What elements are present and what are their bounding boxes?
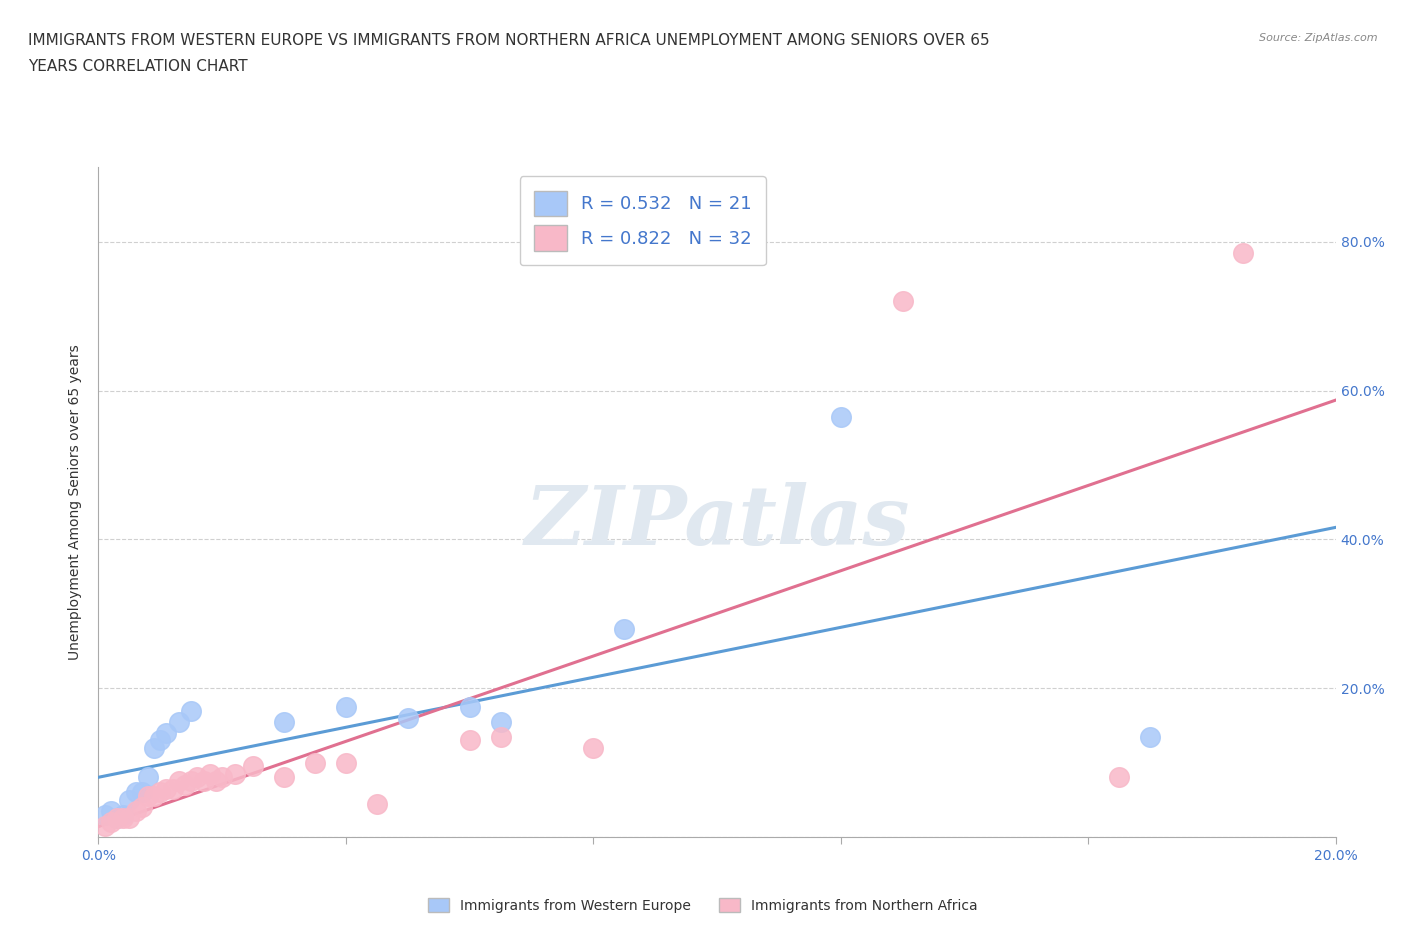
Point: [167, 774, 190, 789]
Point: [366, 796, 388, 811]
Text: YEARS CORRELATION CHART: YEARS CORRELATION CHART: [28, 59, 247, 73]
Point: [180, 774, 202, 789]
Point: [830, 409, 852, 424]
Legend: R = 0.532   N = 21, R = 0.822   N = 32: R = 0.532 N = 21, R = 0.822 N = 32: [520, 177, 766, 265]
Point: [458, 733, 481, 748]
Point: [155, 725, 177, 740]
Point: [198, 766, 221, 781]
Point: [891, 294, 914, 309]
Point: [162, 781, 184, 796]
Point: [396, 711, 419, 725]
Point: [174, 777, 197, 792]
Point: [118, 811, 141, 826]
Point: [1139, 729, 1161, 744]
Point: [335, 699, 357, 714]
Point: [211, 770, 233, 785]
Point: [180, 703, 202, 718]
Point: [582, 740, 605, 755]
Point: [149, 785, 172, 800]
Point: [489, 729, 512, 744]
Point: [118, 792, 141, 807]
Point: [131, 785, 153, 800]
Point: [100, 815, 122, 830]
Point: [105, 811, 128, 826]
Point: [155, 781, 177, 796]
Point: [105, 811, 128, 826]
Y-axis label: Unemployment Among Seniors over 65 years: Unemployment Among Seniors over 65 years: [69, 344, 83, 660]
Point: [124, 785, 146, 800]
Point: [489, 714, 512, 729]
Point: [93, 818, 115, 833]
Point: [273, 714, 295, 729]
Point: [131, 800, 153, 815]
Point: [1232, 246, 1254, 260]
Point: [93, 807, 115, 822]
Point: [1108, 770, 1130, 785]
Point: [136, 770, 159, 785]
Point: [143, 740, 166, 755]
Point: [304, 755, 326, 770]
Legend: Immigrants from Western Europe, Immigrants from Northern Africa: Immigrants from Western Europe, Immigran…: [423, 893, 983, 919]
Point: [112, 811, 135, 826]
Point: [100, 804, 122, 818]
Point: [124, 804, 146, 818]
Text: IMMIGRANTS FROM WESTERN EUROPE VS IMMIGRANTS FROM NORTHERN AFRICA UNEMPLOYMENT A: IMMIGRANTS FROM WESTERN EUROPE VS IMMIGR…: [28, 33, 990, 47]
Point: [193, 774, 215, 789]
Point: [143, 789, 166, 804]
Point: [205, 774, 228, 789]
Point: [167, 714, 190, 729]
Point: [136, 789, 159, 804]
Point: [335, 755, 357, 770]
Point: [613, 621, 636, 636]
Point: [224, 766, 246, 781]
Point: [149, 733, 172, 748]
Point: [273, 770, 295, 785]
Point: [242, 759, 264, 774]
Point: [112, 807, 135, 822]
Text: Source: ZipAtlas.com: Source: ZipAtlas.com: [1260, 33, 1378, 43]
Text: ZIPatlas: ZIPatlas: [524, 483, 910, 563]
Point: [458, 699, 481, 714]
Point: [186, 770, 208, 785]
